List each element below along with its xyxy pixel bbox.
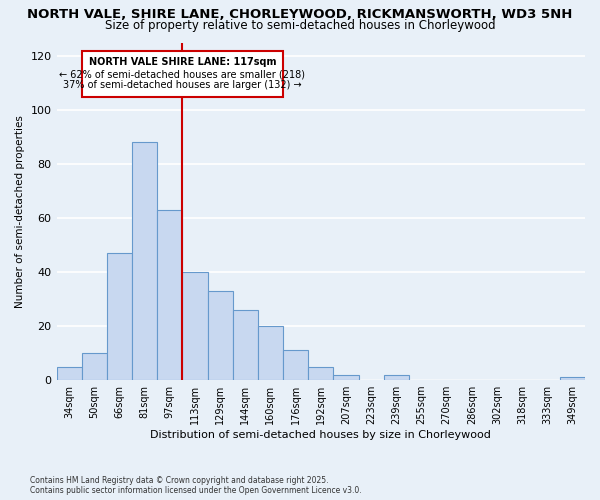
Bar — [132, 142, 157, 380]
Bar — [208, 291, 233, 380]
Text: NORTH VALE, SHIRE LANE, CHORLEYWOOD, RICKMANSWORTH, WD3 5NH: NORTH VALE, SHIRE LANE, CHORLEYWOOD, RIC… — [28, 8, 572, 20]
FancyBboxPatch shape — [82, 50, 283, 96]
Bar — [233, 310, 258, 380]
Text: Size of property relative to semi-detached houses in Chorleywood: Size of property relative to semi-detach… — [104, 18, 496, 32]
Text: NORTH VALE SHIRE LANE: 117sqm: NORTH VALE SHIRE LANE: 117sqm — [89, 58, 276, 68]
Text: 37% of semi-detached houses are larger (132) →: 37% of semi-detached houses are larger (… — [63, 80, 302, 90]
Bar — [283, 350, 308, 380]
Bar — [383, 374, 409, 380]
Y-axis label: Number of semi-detached properties: Number of semi-detached properties — [15, 115, 25, 308]
Bar — [56, 366, 82, 380]
Text: ← 62% of semi-detached houses are smaller (218): ← 62% of semi-detached houses are smalle… — [59, 70, 305, 80]
Bar — [258, 326, 283, 380]
Bar — [560, 378, 585, 380]
Bar — [334, 374, 359, 380]
Bar — [157, 210, 182, 380]
X-axis label: Distribution of semi-detached houses by size in Chorleywood: Distribution of semi-detached houses by … — [151, 430, 491, 440]
Bar — [182, 272, 208, 380]
Text: Contains HM Land Registry data © Crown copyright and database right 2025.
Contai: Contains HM Land Registry data © Crown c… — [30, 476, 362, 495]
Bar — [82, 353, 107, 380]
Bar — [308, 366, 334, 380]
Bar — [107, 253, 132, 380]
